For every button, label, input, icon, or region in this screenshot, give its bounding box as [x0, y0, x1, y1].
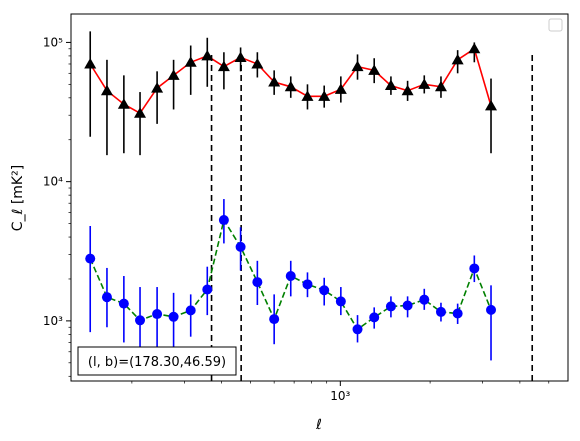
data-point — [435, 306, 446, 317]
series-1 — [84, 31, 498, 156]
data-point — [285, 271, 296, 282]
data-point — [385, 301, 396, 312]
data-point — [85, 253, 96, 264]
data-point — [234, 51, 247, 62]
data-point — [218, 215, 229, 226]
data-point — [401, 84, 414, 96]
y-tick-label: 10⁴ — [43, 175, 63, 189]
data-point — [202, 284, 213, 295]
data-point — [384, 79, 397, 91]
y-tick-label: 10⁵ — [43, 35, 63, 49]
data-point — [217, 60, 230, 72]
data-point — [368, 64, 381, 75]
data-point — [402, 300, 413, 311]
data-point — [100, 84, 113, 96]
data-point — [352, 324, 363, 335]
data-point — [452, 308, 463, 319]
axes: 10³ 10⁴ 10⁵ 10³ — [43, 35, 550, 403]
data-point — [84, 57, 97, 69]
data-point — [167, 69, 180, 80]
data-point — [486, 304, 497, 315]
data-point — [451, 53, 464, 65]
x-tick-label: 10³ — [330, 389, 350, 403]
x-axis-label: ℓ — [315, 417, 322, 433]
data-point — [319, 285, 330, 296]
data-point — [351, 60, 364, 72]
data-point — [168, 311, 179, 322]
data-point — [118, 298, 129, 309]
data-point — [335, 296, 346, 307]
data-point — [418, 78, 431, 89]
axes-frame — [70, 13, 569, 382]
data-point — [485, 99, 498, 111]
data-point — [318, 90, 331, 101]
legend-box — [548, 18, 563, 32]
data-point — [251, 57, 264, 69]
data-point — [152, 309, 163, 320]
data-point — [235, 241, 246, 252]
data-point — [419, 294, 430, 305]
data-point — [101, 292, 112, 303]
data-point — [369, 312, 380, 323]
annotation-text: (l, b)=(178.30,46.59) — [88, 355, 226, 370]
data-point — [468, 42, 481, 54]
series-layer — [84, 31, 498, 361]
series-2 — [85, 199, 497, 361]
data-point — [201, 49, 214, 61]
data-point — [184, 56, 197, 67]
y-axis-label: C_ℓ [mK²] — [10, 165, 26, 231]
annotation-box: (l, b)=(178.30,46.59) — [77, 346, 237, 376]
data-point — [284, 80, 297, 92]
data-point — [185, 305, 196, 316]
legend — [548, 18, 563, 32]
data-point — [134, 107, 147, 118]
data-point — [269, 314, 280, 325]
annotation-frame — [77, 346, 237, 376]
data-point — [301, 90, 314, 101]
data-point — [117, 98, 130, 109]
data-point — [334, 83, 347, 94]
data-point — [252, 277, 263, 288]
y-tick-label: 10³ — [43, 314, 63, 328]
vertical-lines — [210, 52, 534, 381]
data-point — [434, 80, 447, 92]
data-point — [268, 75, 281, 87]
data-point — [151, 82, 164, 93]
data-point — [302, 279, 313, 290]
data-point — [469, 263, 480, 274]
data-point — [135, 315, 146, 326]
